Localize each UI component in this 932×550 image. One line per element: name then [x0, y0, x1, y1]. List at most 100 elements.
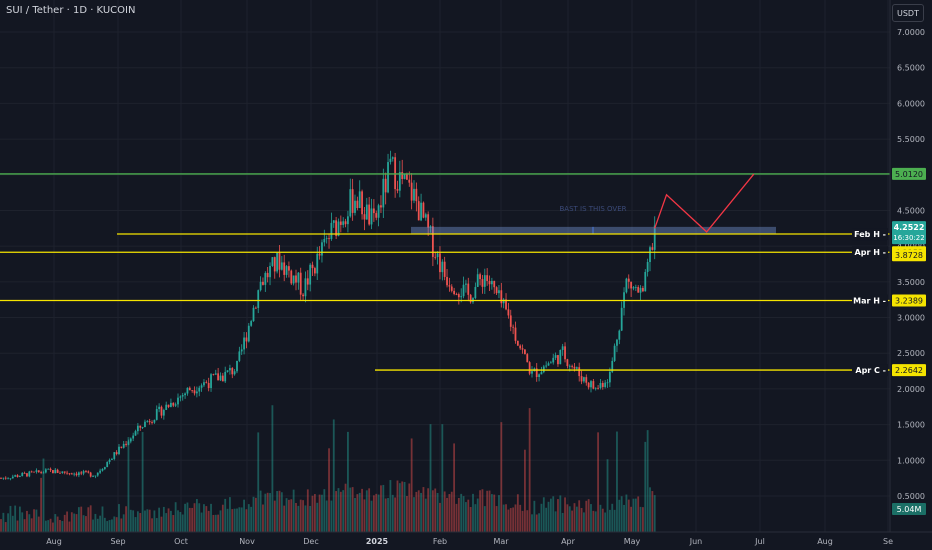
volume-bar	[295, 502, 297, 532]
volume-bar	[304, 505, 307, 532]
volume-bar	[328, 448, 330, 532]
candle-body	[160, 406, 163, 416]
candle-body	[406, 173, 408, 180]
candle-body	[377, 205, 380, 218]
volume-bar	[594, 511, 597, 532]
volume-bar	[80, 506, 83, 532]
candle-body	[642, 287, 644, 292]
level-label: Mar H -	[853, 296, 886, 305]
volume-bar	[120, 518, 123, 532]
y-tick-label: 1.0000	[897, 456, 925, 465]
volume-bar	[122, 514, 125, 532]
candle-body	[66, 472, 68, 474]
candle-body	[266, 272, 269, 278]
volume-bar	[651, 491, 654, 532]
candle-body	[153, 419, 156, 423]
volume-bar	[240, 507, 243, 532]
candle-body	[7, 478, 9, 480]
candle-body	[450, 286, 453, 291]
extra-price-tag	[892, 249, 926, 262]
candle-body	[309, 264, 312, 285]
current-price-text: 4.2522	[894, 223, 925, 232]
candle-body	[639, 287, 642, 293]
volume-bar	[358, 492, 361, 532]
candle-body	[365, 204, 368, 220]
candle-body	[465, 283, 467, 285]
candle-body	[573, 366, 576, 369]
candle-body	[231, 368, 234, 375]
volume-bar	[127, 437, 130, 532]
volume-bar	[559, 495, 562, 532]
x-tick-label: Se	[883, 537, 893, 546]
candle-body	[82, 471, 85, 474]
candle-body	[254, 307, 257, 309]
volume-bar	[384, 498, 387, 532]
volume-bar	[575, 506, 578, 532]
candle-body	[70, 473, 73, 475]
candle-body	[224, 371, 227, 382]
volume-bar	[398, 483, 401, 532]
candle-body	[179, 396, 182, 398]
candle-body	[54, 469, 57, 474]
volume-text: 5.04M	[897, 505, 922, 514]
volume-bar	[148, 509, 151, 532]
volume-bar	[16, 520, 19, 532]
volume-bar	[620, 496, 623, 532]
candle-body	[101, 468, 104, 471]
volume-bar	[457, 497, 460, 532]
volume-bar	[167, 508, 170, 532]
volume-bar	[172, 515, 175, 532]
candle-body	[597, 387, 599, 389]
volume-bar	[212, 514, 215, 532]
candle-body	[554, 355, 557, 358]
volume-bar	[165, 513, 168, 532]
volume-bar	[96, 518, 99, 532]
candle-body	[526, 354, 529, 363]
projection-path[interactable]	[654, 173, 755, 233]
candle-body	[608, 371, 611, 383]
volume-bar	[455, 503, 458, 532]
volume-bar	[54, 514, 57, 532]
currency-unit-button[interactable]: USDT	[892, 4, 924, 22]
volume-bar	[318, 494, 321, 532]
volume-bar	[297, 505, 300, 532]
level-price-text: 2.2642	[895, 366, 923, 375]
candle-body	[500, 290, 503, 304]
candle-body	[559, 349, 562, 365]
volume-bar	[604, 512, 607, 532]
candle-body	[186, 387, 189, 394]
y-tick-label: 3.5000	[897, 278, 925, 287]
candle-body	[33, 471, 35, 473]
candle-body	[165, 404, 168, 410]
x-tick-label: Oct	[174, 537, 188, 546]
volume-bar	[521, 510, 524, 532]
candle-body	[92, 476, 94, 477]
volume-bar	[136, 511, 139, 532]
volume-bar	[30, 518, 33, 532]
volume-bar	[257, 432, 260, 532]
candle-body	[637, 287, 640, 293]
volume-bar	[441, 424, 444, 532]
volume-bar	[429, 424, 432, 532]
candle-body	[14, 475, 17, 477]
candle-body	[542, 366, 545, 373]
candle-body	[42, 472, 45, 474]
candle-body	[389, 158, 392, 163]
volume-bar	[264, 493, 267, 532]
candle-body	[184, 393, 186, 396]
y-tick-label: 4.5000	[897, 206, 925, 215]
volume-bar	[469, 507, 472, 532]
volume-bar	[193, 503, 196, 532]
volume-bar	[634, 498, 637, 532]
volume-bar	[4, 522, 7, 532]
y-tick-label: 3.0000	[897, 314, 925, 323]
candle-body	[512, 326, 515, 328]
candle-body	[398, 172, 401, 191]
level-price-text: 3.2389	[895, 296, 923, 305]
candle-body	[257, 290, 260, 308]
candle-body	[99, 470, 102, 473]
volume-bar	[488, 490, 491, 532]
candle-body	[226, 370, 229, 372]
candle-body	[521, 348, 524, 350]
